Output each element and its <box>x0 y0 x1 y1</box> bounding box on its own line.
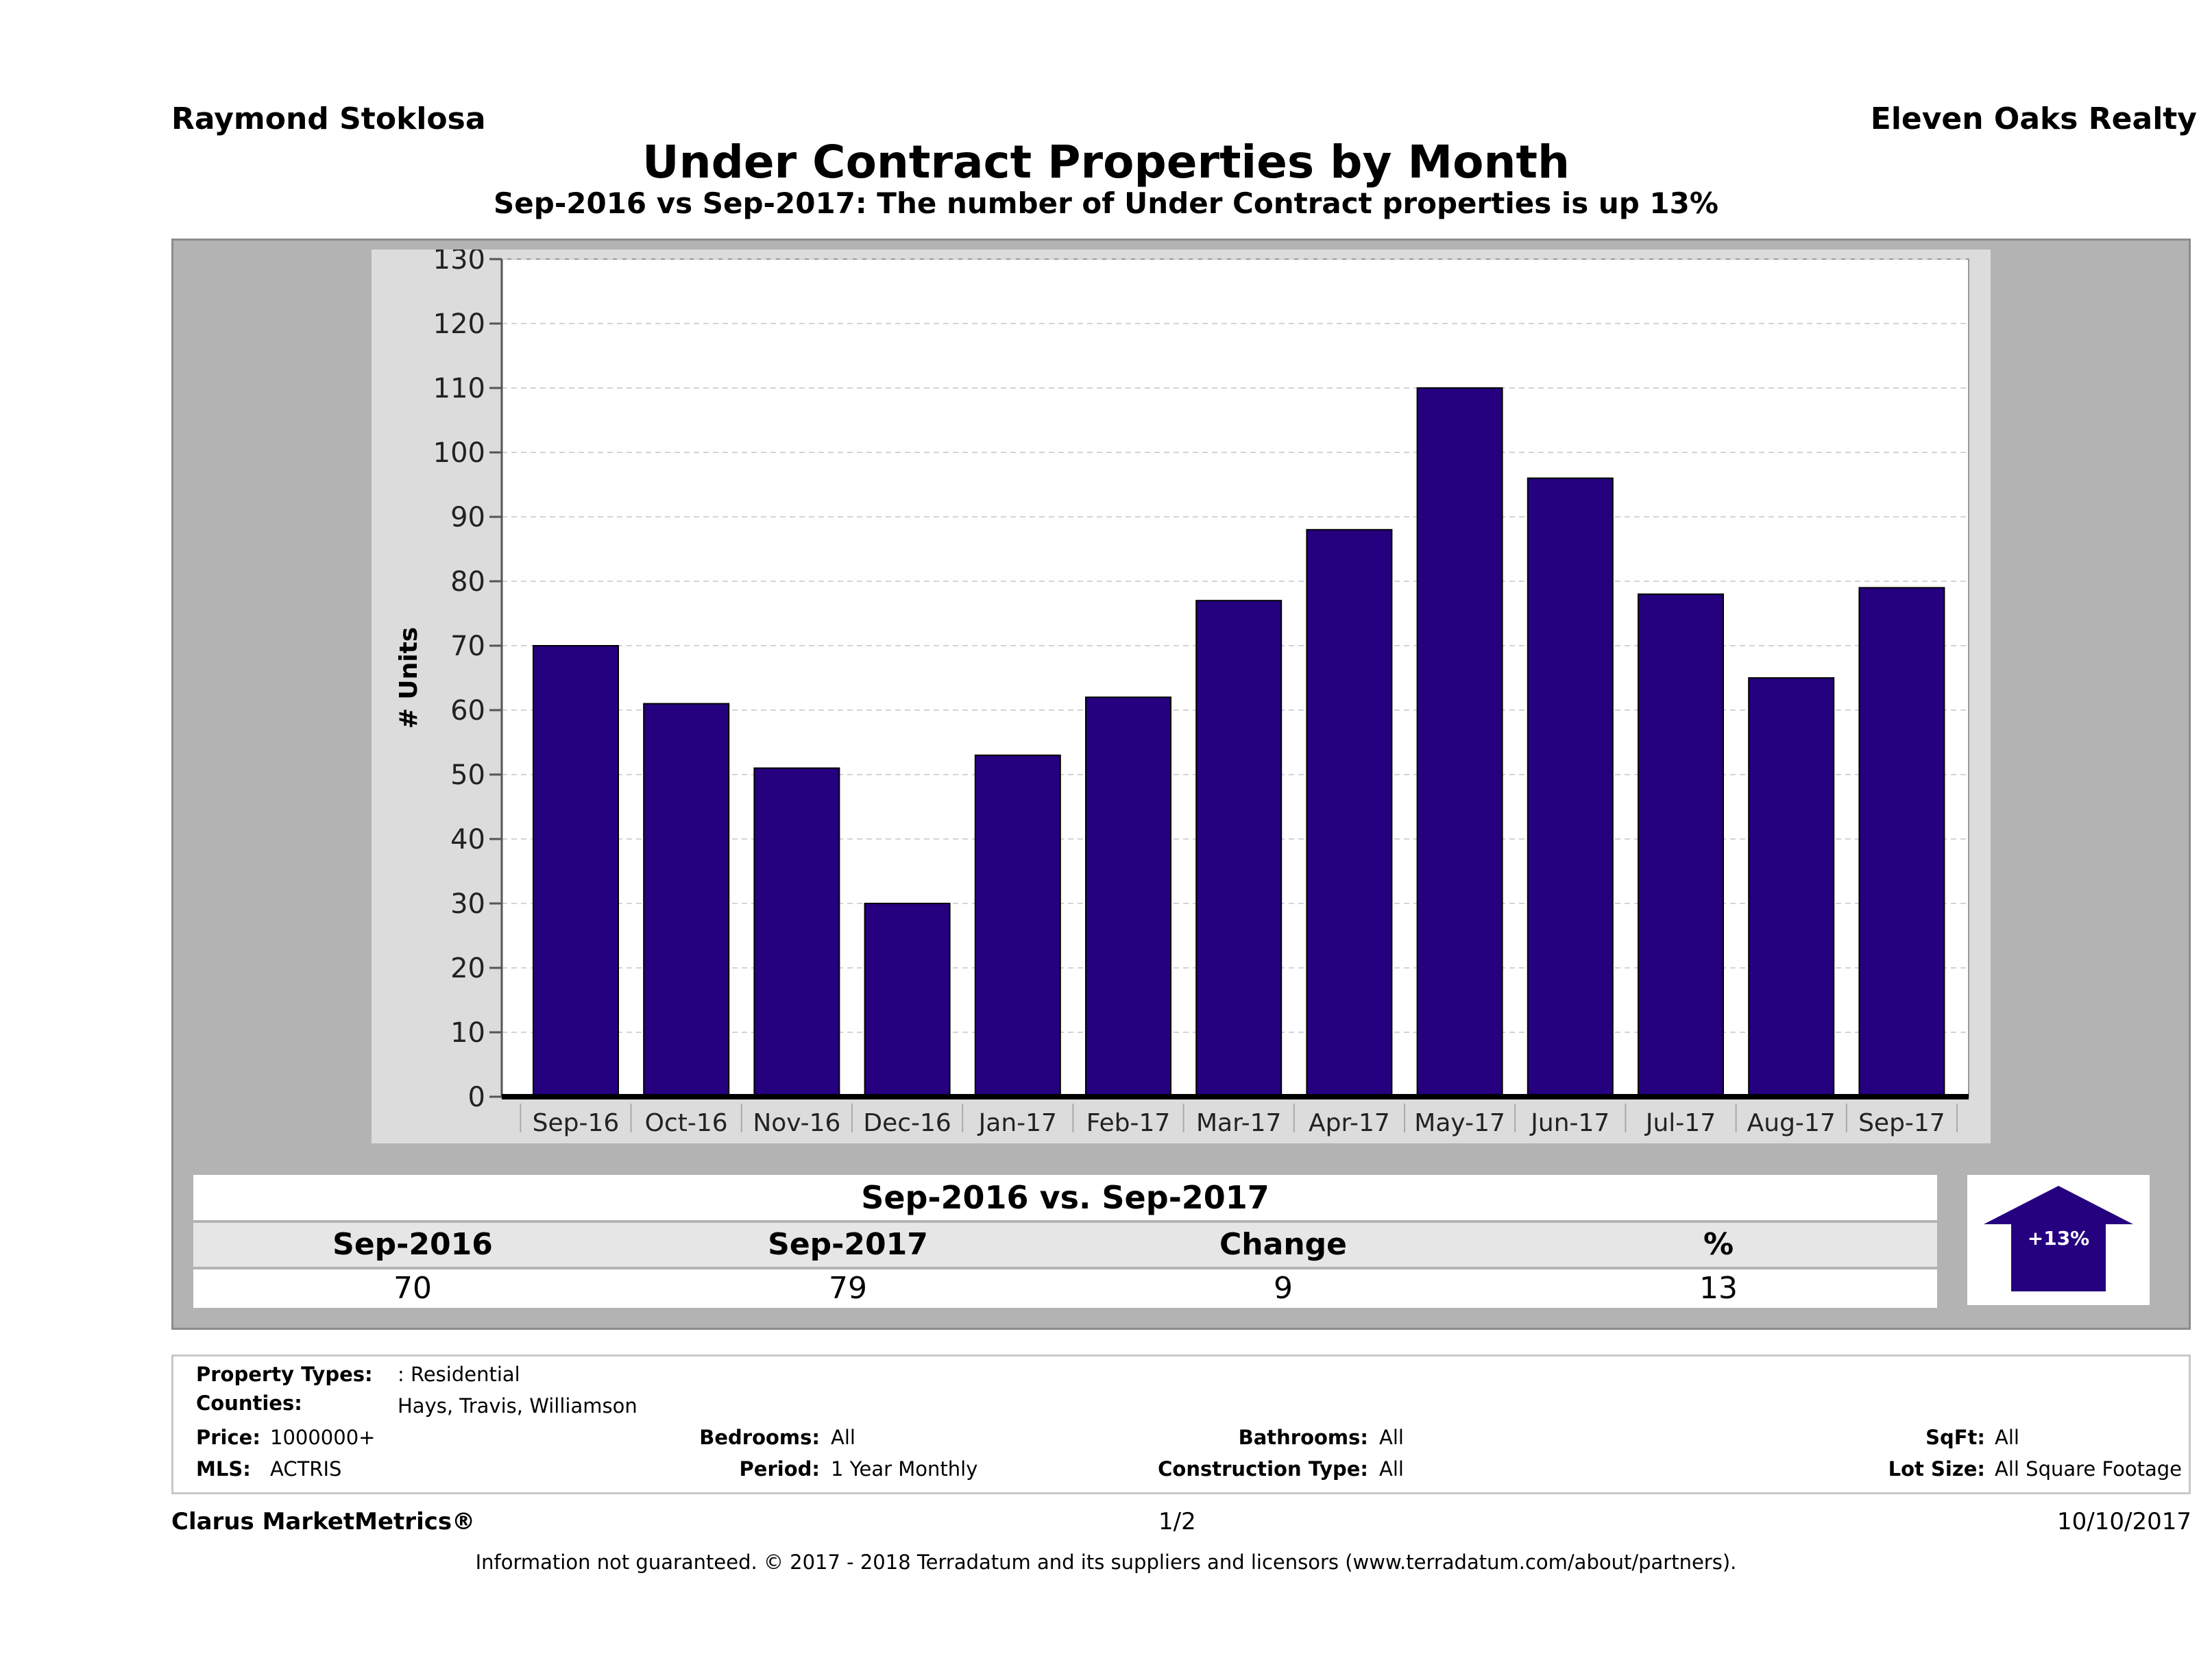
x-tick-label: Feb-17 <box>1086 1109 1171 1137</box>
bar-aug-17 <box>1748 677 1835 1097</box>
summary-values-row: 70 79 9 13 <box>193 1269 1937 1308</box>
x-tick-label: Dec-16 <box>863 1109 951 1137</box>
mls-label: MLS: <box>196 1457 251 1481</box>
sqft-value: All <box>1995 1426 2019 1449</box>
bathrooms-label: Bathrooms: <box>1238 1426 1368 1449</box>
summary-label-sep-2017: Sep-2017 <box>768 1227 928 1262</box>
x-tick-label: May-17 <box>1414 1109 1505 1137</box>
footer-brand: Clarus MarketMetrics® <box>171 1508 476 1535</box>
x-tick-label: Aug-17 <box>1747 1109 1836 1137</box>
x-tick-label: Jun-17 <box>1529 1109 1609 1137</box>
y-axis-label: # Units <box>395 627 423 729</box>
x-tick-label: Jul-17 <box>1644 1109 1716 1137</box>
counties-label: Counties: <box>196 1391 302 1415</box>
x-tick-label: Jan-17 <box>977 1109 1057 1137</box>
bar-may-17 <box>1416 387 1503 1097</box>
y-tick-label: 110 <box>433 373 485 404</box>
sqft-label: SqFt: <box>1925 1426 1985 1449</box>
bar-chart: 0 10 20 30 40 50 60 70 80 90 100 110 120 130 # Units Se… <box>395 250 1969 1137</box>
change-badge-label: +13% <box>2027 1227 2090 1250</box>
summary-labels-row: Sep-2016 Sep-2017 Change % <box>193 1223 1937 1267</box>
construction-type-value: All <box>1379 1457 1404 1481</box>
y-tick-label: 0 <box>468 1082 485 1113</box>
period-value: 1 Year Monthly <box>831 1457 978 1481</box>
x-tick-label: Mar-17 <box>1196 1109 1281 1137</box>
bar-nov-16 <box>753 767 840 1097</box>
bar-dec-16 <box>864 903 951 1097</box>
y-tick-label: 10 <box>450 1017 485 1049</box>
lot-size-label: Lot Size: <box>1888 1457 1985 1481</box>
y-tick-label: 130 <box>433 250 485 276</box>
summary-value-change: 9 <box>1274 1271 1293 1306</box>
criteria-panel <box>171 1354 2191 1494</box>
bar-apr-17 <box>1306 528 1393 1097</box>
bar-feb-17 <box>1085 696 1171 1097</box>
y-tick-label: 50 <box>450 759 485 791</box>
summary-value-sep-2016: 70 <box>393 1271 432 1306</box>
y-tick-label: 30 <box>450 888 485 920</box>
price-label: Price: <box>196 1426 260 1449</box>
y-tick-label: 20 <box>450 953 485 984</box>
bar-mar-17 <box>1195 600 1283 1097</box>
summary-heading: Sep-2016 vs. Sep-2017 <box>193 1175 1937 1220</box>
chart-subtitle: Sep-2016 vs Sep-2017: The number of Unde… <box>494 186 1718 220</box>
bar-sep-16 <box>533 645 619 1097</box>
footer-page-number: 1/2 <box>1158 1508 1196 1535</box>
y-tick-label: 80 <box>450 566 485 598</box>
y-tick-label: 120 <box>433 308 485 340</box>
mls-value: ACTRIS <box>270 1457 342 1481</box>
bedrooms-value: All <box>831 1426 855 1449</box>
footer-disclaimer: Information not guaranteed. © 2017 - 201… <box>475 1551 1737 1574</box>
change-badge <box>1967 1175 2150 1305</box>
summary-value-percent: 13 <box>1699 1271 1738 1306</box>
x-tick-label: Apr-17 <box>1309 1109 1390 1137</box>
price-value: 1000000+ <box>270 1426 376 1449</box>
bar-oct-16 <box>643 703 730 1097</box>
y-tick-label: 60 <box>450 695 485 727</box>
bar-sep-17 <box>1858 587 1945 1097</box>
y-tick-label: 40 <box>450 824 485 855</box>
property-types-label: Property Types: <box>196 1363 373 1386</box>
chart-title: Under Contract Properties by Month <box>642 136 1570 189</box>
construction-type-label: Construction Type: <box>1158 1457 1368 1481</box>
summary-label-sep-2016: Sep-2016 <box>332 1227 493 1262</box>
footer-date: 10/10/2017 <box>2057 1508 2191 1535</box>
x-tick-label: Oct-16 <box>645 1109 728 1137</box>
up-arrow-icon <box>1984 1186 2133 1291</box>
y-tick-label: 100 <box>433 437 485 469</box>
period-label: Period: <box>739 1457 820 1481</box>
property-types-value: : Residential <box>398 1363 520 1386</box>
bar-jan-17 <box>974 754 1061 1097</box>
bar-jul-17 <box>1638 593 1724 1097</box>
summary-value-sep-2017: 79 <box>829 1271 867 1306</box>
agent-name: Raymond Stoklosa <box>171 101 486 136</box>
y-tick-label: 70 <box>450 631 485 662</box>
company-name: Eleven Oaks Realty <box>1870 101 2197 136</box>
x-tick-label: Sep-17 <box>1858 1109 1945 1137</box>
y-tick-label: 90 <box>450 502 485 533</box>
bathrooms-value: All <box>1379 1426 1404 1449</box>
lot-size-value: All Square Footage <box>1995 1457 2183 1481</box>
bar-jun-17 <box>1527 477 1614 1098</box>
counties-value: Hays, Travis, Williamson <box>398 1394 637 1418</box>
bedrooms-label: Bedrooms: <box>699 1426 820 1449</box>
summary-label-percent: % <box>1703 1227 1734 1262</box>
x-tick-label: Nov-16 <box>753 1109 840 1137</box>
summary-label-change: Change <box>1219 1227 1347 1262</box>
x-tick-label: Sep-16 <box>533 1109 620 1137</box>
